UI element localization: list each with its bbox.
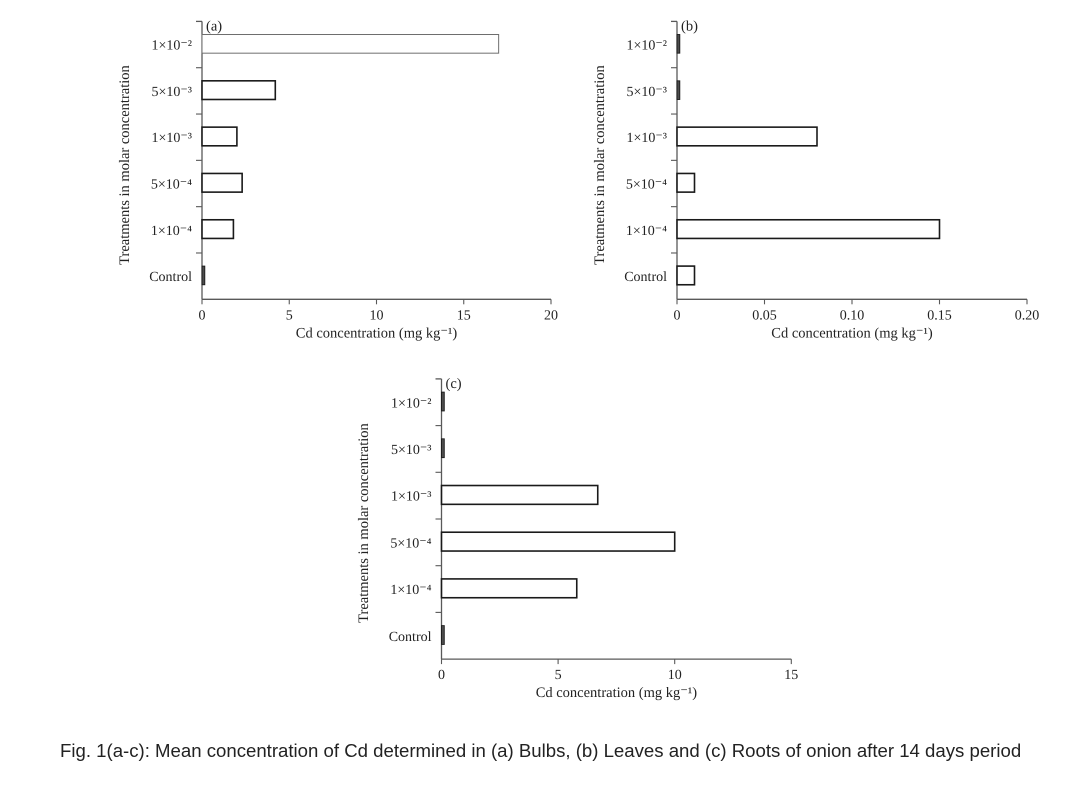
svg-text:10: 10 — [370, 308, 384, 323]
svg-text:Treatments in molar concentrat: Treatments in molar concentration — [356, 422, 372, 622]
svg-text:Treatments in molar concentrat: Treatments in molar concentration — [117, 64, 133, 264]
svg-text:(b): (b) — [681, 18, 698, 34]
svg-text:15: 15 — [457, 308, 471, 323]
svg-text:5×10⁻³: 5×10⁻³ — [152, 85, 192, 100]
svg-text:5×10⁻⁴: 5×10⁻⁴ — [390, 536, 431, 551]
svg-text:Control: Control — [389, 630, 432, 645]
svg-text:5×10⁻³: 5×10⁻³ — [627, 85, 667, 100]
svg-text:(a): (a) — [206, 18, 222, 34]
svg-text:5×10⁻³: 5×10⁻³ — [391, 443, 431, 458]
svg-text:Control: Control — [624, 270, 667, 285]
svg-text:Treatments in molar concentrat: Treatments in molar concentration — [592, 64, 608, 264]
svg-text:5: 5 — [555, 668, 562, 683]
svg-text:1×10⁻⁴: 1×10⁻⁴ — [390, 583, 431, 598]
svg-text:1×10⁻³: 1×10⁻³ — [627, 131, 667, 146]
svg-text:1×10⁻²: 1×10⁻² — [152, 39, 192, 54]
svg-text:Cd concentration (mg kg⁻¹): Cd concentration (mg kg⁻¹) — [536, 685, 698, 701]
svg-text:20: 20 — [544, 308, 558, 323]
svg-text:5×10⁻⁴: 5×10⁻⁴ — [626, 178, 667, 193]
svg-text:1×10⁻⁴: 1×10⁻⁴ — [151, 224, 192, 239]
svg-text:Cd concentration (mg kg⁻¹): Cd concentration (mg kg⁻¹) — [771, 325, 933, 341]
svg-text:1×10⁻³: 1×10⁻³ — [152, 131, 192, 146]
svg-text:15: 15 — [784, 668, 798, 683]
svg-text:Control: Control — [149, 270, 192, 285]
svg-text:0.05: 0.05 — [752, 308, 777, 323]
svg-text:1×10⁻³: 1×10⁻³ — [391, 490, 431, 505]
svg-text:1×10⁻²: 1×10⁻² — [627, 39, 667, 54]
svg-text:0: 0 — [674, 308, 681, 323]
svg-text:0.10: 0.10 — [840, 308, 865, 323]
svg-text:1×10⁻²: 1×10⁻² — [391, 396, 431, 411]
svg-text:0.20: 0.20 — [1015, 308, 1040, 323]
svg-text:1×10⁻⁴: 1×10⁻⁴ — [626, 224, 667, 239]
svg-text:(c): (c) — [446, 376, 462, 392]
svg-text:5: 5 — [286, 308, 293, 323]
svg-text:0: 0 — [199, 308, 206, 323]
svg-text:0.15: 0.15 — [927, 308, 952, 323]
svg-text:0: 0 — [438, 668, 445, 683]
svg-text:10: 10 — [668, 668, 682, 683]
svg-text:Cd concentration (mg kg⁻¹): Cd concentration (mg kg⁻¹) — [296, 325, 458, 341]
svg-text:5×10⁻⁴: 5×10⁻⁴ — [151, 178, 192, 193]
